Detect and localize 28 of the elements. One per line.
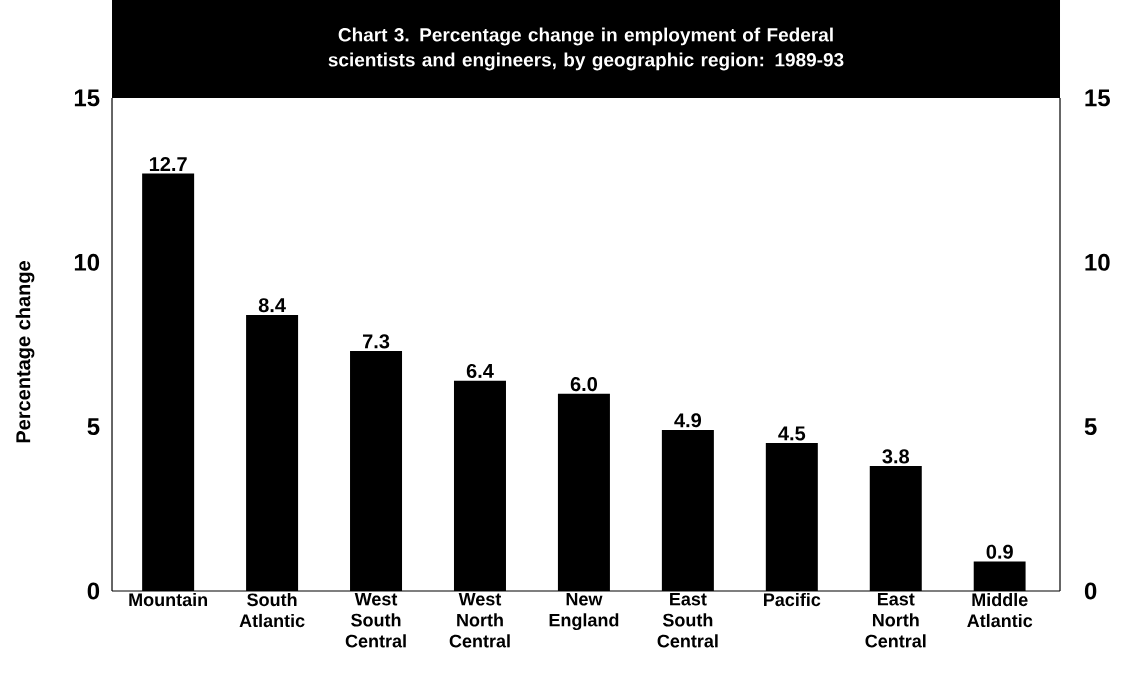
data-label: 3.8 bbox=[882, 449, 910, 464]
y2-tick-label: 0 bbox=[1084, 582, 1097, 600]
x-tick-label: Mountain bbox=[129, 592, 208, 607]
y2-tick-label: 10 bbox=[1085, 253, 1110, 271]
x-tick-label: East South Central bbox=[657, 592, 718, 648]
x-tick-label: West North Central bbox=[449, 592, 510, 648]
x-tick-label: New England bbox=[549, 592, 619, 631]
y-tick-label: 5 bbox=[87, 418, 100, 436]
x-tick-label: South Atlantic bbox=[239, 592, 305, 628]
x-tick-label: Middle Atlantic bbox=[967, 592, 1033, 628]
data-label: 6.0 bbox=[570, 377, 598, 392]
x-tick-label: West South Central bbox=[345, 592, 406, 648]
x-tick-label: Pacific bbox=[764, 592, 821, 607]
y2-tick-label: 15 bbox=[1085, 89, 1110, 107]
y-axis-title: Percentage change bbox=[15, 260, 35, 443]
data-label: 7.3 bbox=[363, 334, 390, 349]
data-label: 4.9 bbox=[674, 413, 702, 428]
x-tick-label: East North Central bbox=[865, 592, 926, 648]
y2-tick-label: 5 bbox=[1084, 418, 1097, 436]
chart-title: Chart 3. Percentage change in employment of Federal scientists and engineers, by geographic region: 1989-93 bbox=[328, 27, 844, 71]
data-label: 0.9 bbox=[986, 544, 1013, 559]
data-label: 6.4 bbox=[466, 363, 494, 379]
data-label: 8.4 bbox=[258, 298, 286, 313]
y-tick-label: 15 bbox=[74, 89, 100, 107]
y-tick-label: 10 bbox=[74, 253, 100, 271]
data-label: 12.7 bbox=[149, 157, 187, 171]
y-tick-label: 0 bbox=[87, 582, 100, 600]
data-label: 4.5 bbox=[778, 426, 806, 441]
